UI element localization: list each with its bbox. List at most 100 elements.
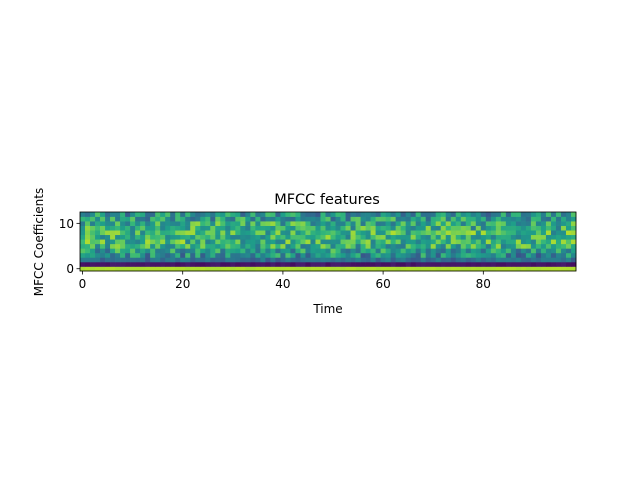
- heatmap-cell: [370, 257, 376, 263]
- heatmap-cell: [385, 212, 391, 217]
- heatmap-cell: [160, 216, 166, 222]
- heatmap-cell: [395, 216, 401, 222]
- heatmap-cell: [220, 252, 226, 258]
- heatmap-cell: [430, 225, 437, 231]
- heatmap-cell: [530, 257, 537, 263]
- heatmap-cell: [425, 252, 432, 258]
- heatmap-cell: [495, 216, 502, 222]
- heatmap-cell: [515, 212, 522, 217]
- heatmap-cell: [270, 230, 276, 236]
- heatmap-cell: [135, 257, 141, 263]
- heatmap-cell: [310, 225, 316, 231]
- heatmap-cell: [435, 230, 442, 236]
- heatmap-cell: [140, 261, 146, 267]
- heatmap-cell: [145, 234, 151, 240]
- heatmap-cell: [235, 221, 241, 226]
- heatmap-cells: [80, 212, 577, 272]
- heatmap-cell: [305, 239, 311, 245]
- heatmap-cell: [170, 225, 176, 231]
- heatmap-cell: [155, 248, 161, 254]
- heatmap-cell: [520, 252, 527, 258]
- heatmap-cell: [480, 212, 487, 217]
- heatmap-cell: [325, 216, 331, 222]
- heatmap-cell: [260, 257, 266, 263]
- heatmap-cell: [415, 261, 422, 267]
- heatmap-cell: [525, 221, 532, 226]
- heatmap-cell: [370, 216, 376, 222]
- heatmap-cell: [565, 248, 572, 254]
- heatmap-cell: [220, 261, 226, 267]
- heatmap-cell: [280, 221, 286, 226]
- heatmap-cell: [480, 230, 487, 236]
- heatmap-cell: [435, 239, 442, 245]
- heatmap-cell: [385, 261, 391, 267]
- heatmap-cell: [360, 266, 366, 272]
- heatmap-cell: [560, 257, 567, 263]
- heatmap-cell: [180, 239, 186, 245]
- heatmap-cell: [550, 243, 557, 249]
- heatmap-cell: [335, 248, 341, 254]
- heatmap-cell: [305, 234, 311, 240]
- heatmap-cell: [535, 266, 542, 272]
- plot-frame: [79, 211, 577, 272]
- heatmap-cell: [110, 212, 116, 217]
- heatmap-cell: [380, 252, 386, 258]
- heatmap-cell: [530, 225, 537, 231]
- heatmap-cell: [495, 230, 502, 236]
- heatmap-cell: [275, 225, 281, 231]
- heatmap-cell: [565, 252, 572, 258]
- heatmap-cell: [405, 225, 412, 231]
- heatmap-cell: [560, 261, 567, 267]
- heatmap-cell: [310, 266, 316, 272]
- heatmap-cell: [330, 252, 336, 258]
- heatmap-cell: [175, 257, 181, 263]
- heatmap-cell: [390, 234, 396, 240]
- heatmap-cell: [195, 230, 201, 236]
- heatmap-cell: [565, 212, 572, 217]
- heatmap-cell: [395, 234, 401, 240]
- heatmap-cell: [535, 243, 542, 249]
- heatmap-cell: [505, 266, 512, 272]
- heatmap-cell: [140, 252, 146, 258]
- heatmap-cell: [540, 252, 547, 258]
- heatmap-cell: [405, 234, 412, 240]
- heatmap-cell: [480, 216, 487, 222]
- heatmap-cell: [280, 252, 286, 258]
- heatmap-cell: [175, 248, 181, 254]
- heatmap-cell: [385, 230, 391, 236]
- x-tick-label: 20: [175, 277, 190, 291]
- heatmap-cell: [335, 257, 341, 263]
- heatmap-cell: [375, 239, 381, 245]
- heatmap-cell: [425, 261, 432, 267]
- heatmap-cell: [325, 266, 331, 272]
- heatmap-cell: [210, 248, 216, 254]
- heatmap-cell: [390, 243, 396, 249]
- heatmap-cell: [90, 252, 96, 258]
- heatmap-cell: [135, 221, 141, 226]
- heatmap-cell: [185, 261, 191, 267]
- heatmap-cell: [245, 230, 251, 236]
- y-axis-label: MFCC Coefficients: [32, 188, 46, 296]
- heatmap-cell: [305, 225, 311, 231]
- heatmap-cell: [385, 225, 391, 231]
- heatmap-cell: [120, 248, 126, 254]
- heatmap-cell: [255, 266, 261, 272]
- heatmap-cell: [160, 252, 166, 258]
- heatmap-cell: [365, 221, 371, 226]
- heatmap-cell: [235, 261, 241, 267]
- heatmap-cell: [265, 257, 271, 263]
- heatmap-cell: [105, 225, 111, 231]
- heatmap-cell: [460, 261, 467, 267]
- heatmap-cell: [230, 261, 236, 267]
- heatmap-cell: [95, 216, 101, 222]
- heatmap-cell: [200, 261, 206, 267]
- heatmap-cell: [260, 212, 266, 217]
- heatmap-cell: [530, 266, 537, 272]
- heatmap-cell: [490, 257, 497, 263]
- heatmap-cell: [95, 234, 101, 240]
- heatmap-cell: [415, 234, 422, 240]
- heatmap-cell: [455, 252, 462, 258]
- heatmap-cell: [400, 234, 407, 240]
- heatmap-cell: [530, 234, 537, 240]
- heatmap-cell: [450, 225, 457, 231]
